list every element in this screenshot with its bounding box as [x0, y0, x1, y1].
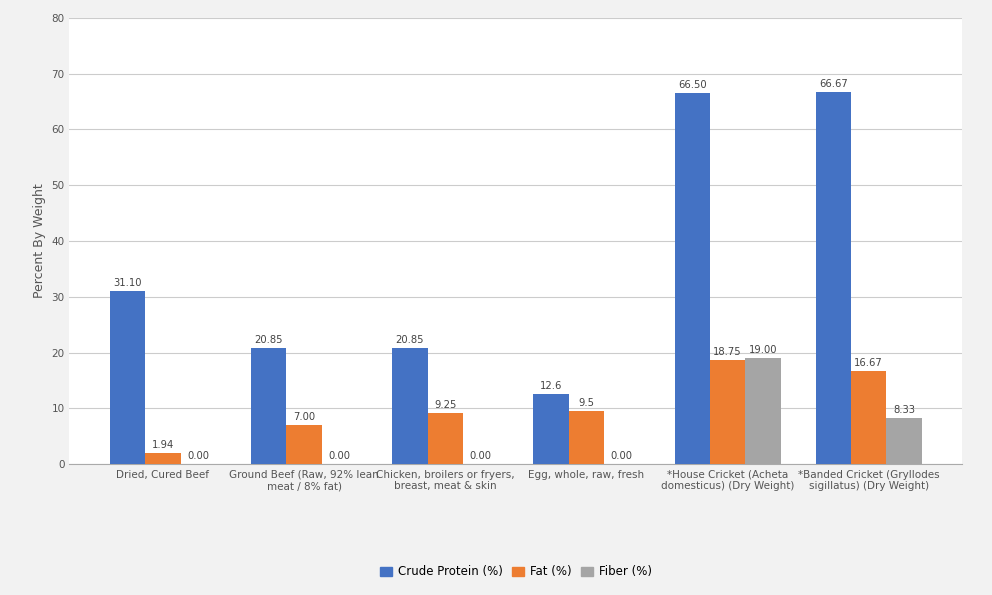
Bar — [251, 348, 287, 464]
Text: 66.50: 66.50 — [678, 80, 706, 90]
Text: 0.00: 0.00 — [469, 452, 492, 461]
Bar — [675, 93, 710, 464]
Bar — [428, 412, 463, 464]
Bar — [745, 358, 781, 464]
Text: 8.33: 8.33 — [893, 405, 915, 415]
Text: 20.85: 20.85 — [255, 335, 283, 345]
Text: 12.6: 12.6 — [540, 381, 562, 391]
Bar — [110, 290, 145, 464]
Y-axis label: Percent By Weight: Percent By Weight — [33, 184, 46, 298]
Text: 0.00: 0.00 — [328, 452, 350, 461]
Text: 9.5: 9.5 — [578, 398, 594, 408]
Text: 7.00: 7.00 — [293, 412, 315, 422]
Bar — [145, 453, 181, 464]
Text: 31.10: 31.10 — [113, 278, 142, 288]
Text: 20.85: 20.85 — [396, 335, 425, 345]
Text: 18.75: 18.75 — [713, 347, 742, 357]
Bar — [887, 418, 922, 464]
Bar — [815, 92, 851, 464]
Text: 0.00: 0.00 — [187, 452, 209, 461]
Text: 9.25: 9.25 — [434, 400, 456, 410]
Text: 19.00: 19.00 — [749, 345, 777, 355]
Text: 1.94: 1.94 — [152, 440, 174, 450]
Bar — [392, 348, 428, 464]
Text: 66.67: 66.67 — [819, 79, 848, 89]
Bar — [287, 425, 321, 464]
Text: 0.00: 0.00 — [611, 452, 633, 461]
Bar — [568, 411, 604, 464]
Legend: Crude Protein (%), Fat (%), Fiber (%): Crude Protein (%), Fat (%), Fiber (%) — [375, 560, 657, 583]
Text: 16.67: 16.67 — [854, 358, 883, 368]
Bar — [534, 394, 568, 464]
Bar — [851, 371, 887, 464]
Bar — [710, 359, 745, 464]
